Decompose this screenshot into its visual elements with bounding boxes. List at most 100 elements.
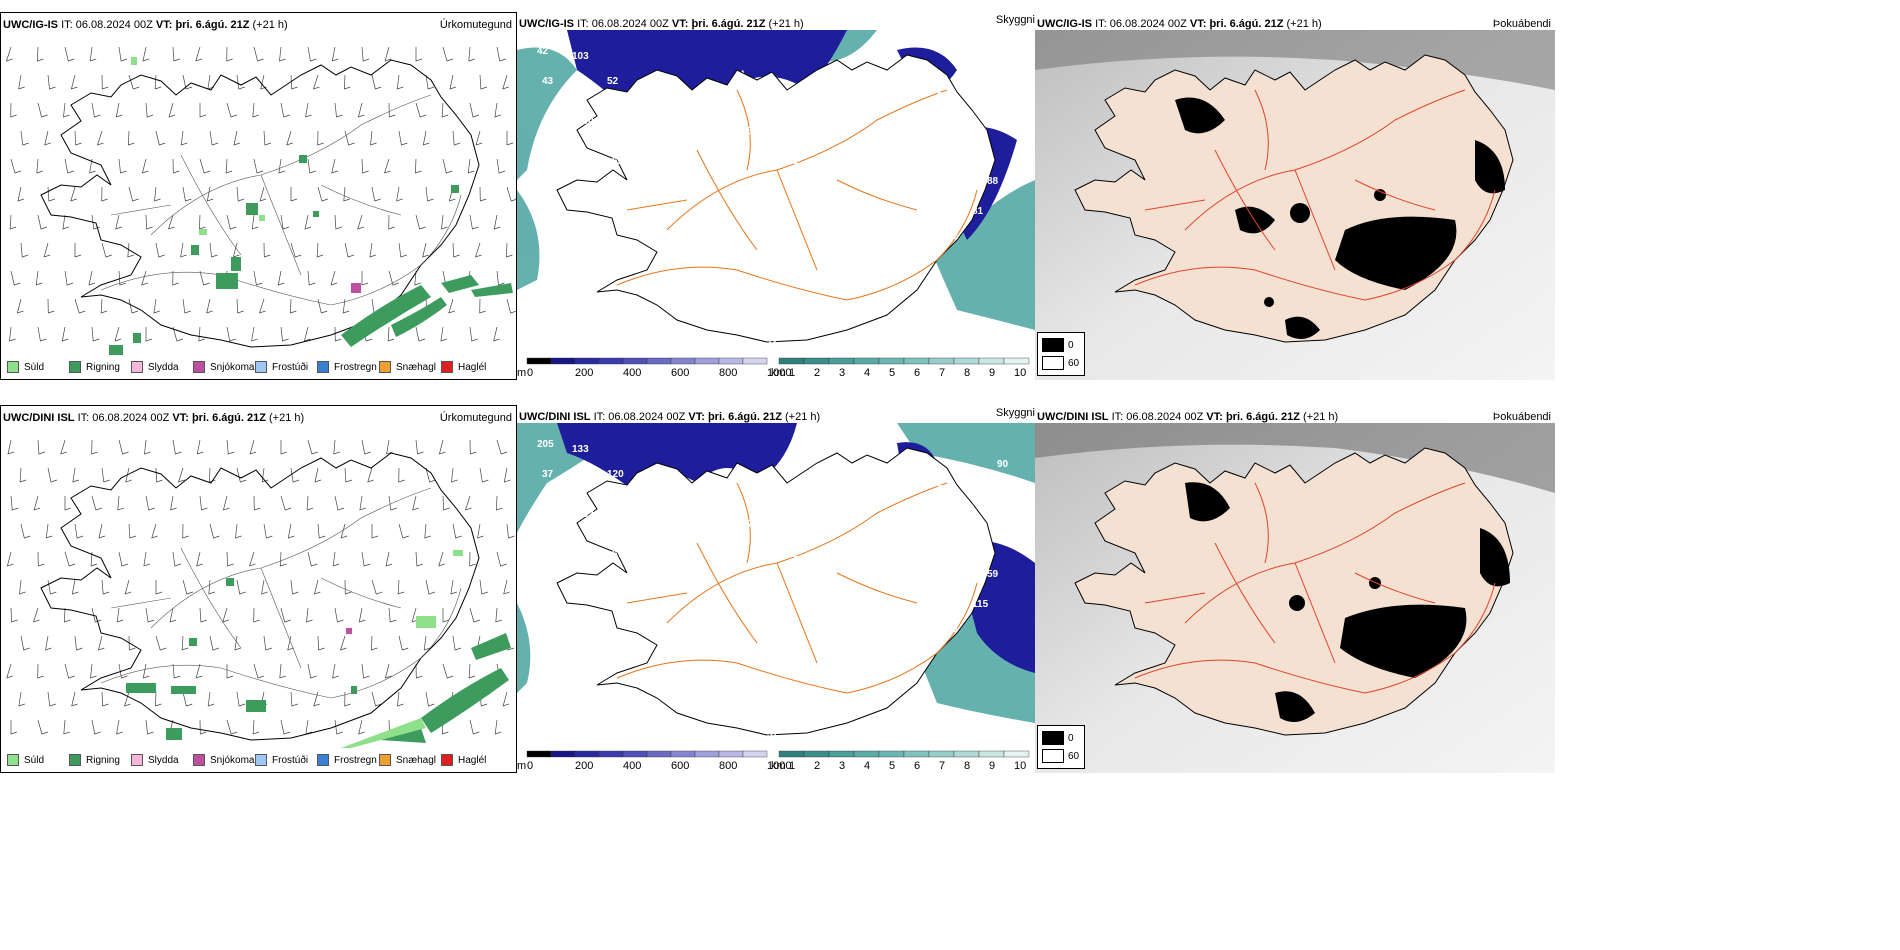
wind-barb (74, 130, 82, 146)
wind-barb (494, 102, 502, 118)
vis-colorbar-tick: 3 (839, 367, 845, 379)
colorbar-cell (778, 357, 805, 365)
wind-barb (313, 579, 321, 595)
panel-title: Þokuábendi (1492, 411, 1551, 423)
fog-legend-label: 0 (1068, 732, 1074, 744)
wind-barb (248, 551, 256, 567)
wind-barb (290, 579, 299, 595)
legend-swatch (441, 754, 453, 766)
wind-barb (18, 691, 26, 707)
fog-legend-item: 0 (1042, 731, 1074, 745)
wind-barb (226, 664, 234, 679)
wind-barb (182, 186, 192, 202)
wind-barb (182, 298, 191, 314)
wind-barb (249, 439, 257, 455)
wind-barb (442, 608, 450, 623)
wind-barb (312, 74, 320, 90)
wind-barb (261, 579, 268, 595)
panel-header: UWC/DINI ISL IT: 06.08.2024 00Z VT: þri.… (1035, 405, 1555, 427)
wind-barb (261, 467, 269, 483)
fog-panel-top: UWC/IG-IS IT: 06.08.2024 00Z VT: þri. 6.… (1035, 12, 1555, 380)
fog-legend-swatch (1042, 356, 1064, 370)
wind-barb (128, 523, 137, 539)
legend-swatch (255, 361, 267, 373)
legend-item: Snjókoma (193, 361, 254, 373)
cloud-colorbar-tick: 600 (671, 760, 689, 772)
wind-barb (305, 719, 313, 735)
wind-barb (398, 467, 405, 483)
wind-barb (118, 663, 128, 679)
colorbar-cell (550, 750, 576, 758)
vis-colorbar-unit: km (771, 367, 786, 379)
wind-barb (91, 495, 103, 511)
wind-barb (10, 102, 17, 118)
wind-barb (45, 523, 53, 539)
colorbar-cell (928, 750, 955, 758)
wind-barb (64, 496, 72, 511)
wind-barb (154, 74, 162, 90)
wind-barb (448, 298, 455, 314)
wind-barb (449, 74, 457, 90)
cloud-base-value: 56 (887, 261, 899, 272)
wind-barb (464, 495, 472, 511)
wind-barb (252, 102, 259, 118)
colorbar-cell (550, 357, 576, 365)
legend-item: Rigning (69, 361, 120, 373)
wind-barb (74, 298, 86, 314)
vis-colorbar-tick: 1 (789, 760, 795, 772)
wind-barb (317, 523, 326, 539)
wind-barb (196, 551, 203, 567)
panel-header: UWC/DINI ISL IT: 06.08.2024 00Z VT: þri.… (1, 406, 516, 428)
wind-barb (493, 326, 500, 342)
cloud-base-value: 57 (632, 176, 644, 187)
wind-barb (263, 242, 271, 258)
cloud-base-value: 92 (957, 509, 969, 520)
wind-barb (469, 326, 478, 342)
colorbar-cell (742, 750, 768, 758)
wind-barb (172, 46, 181, 62)
wind-barb (334, 719, 343, 735)
wind-barb (397, 579, 405, 595)
wind-barb (469, 719, 480, 735)
wind-barb (496, 270, 505, 286)
wind-barb (128, 74, 140, 90)
wind-barb (371, 74, 382, 90)
wind-barb (172, 326, 184, 342)
fog-legend-item: 0 (1042, 338, 1074, 352)
wind-barb (388, 102, 396, 118)
cloud-colorbar-tick: 600 (671, 367, 689, 379)
wind-barb (172, 439, 182, 455)
wind-barb (144, 439, 151, 455)
wind-barb (226, 46, 233, 62)
wind-barb (479, 579, 488, 595)
wind-barb (97, 635, 105, 651)
wind-barb (290, 298, 297, 314)
cloud-base-value: 52 (612, 156, 624, 167)
wind-barb (118, 270, 127, 286)
wind-barb (36, 158, 43, 174)
rain-areas (109, 155, 513, 355)
legend-item: Haglél (441, 361, 486, 373)
wind-barb (425, 74, 435, 90)
wind-barb (7, 439, 15, 455)
wind-barb (371, 635, 378, 651)
cloud-panel-top: UWC/IG-IS IT: 06.08.2024 00Z VT: þri. 6.… (517, 12, 1035, 380)
fog-legend-item: 60 (1042, 356, 1079, 370)
panel-title: Skyggni (995, 14, 1035, 26)
panel-title: Þokuábendi (1492, 18, 1551, 30)
wind-barb (287, 523, 295, 539)
wind-barb (182, 523, 189, 539)
rain-areas (126, 578, 511, 743)
cloud-base-value: 88 (987, 176, 999, 187)
wind-barb (209, 242, 218, 258)
cloud-base-value: 44 (742, 709, 754, 720)
wind-barb (441, 214, 448, 230)
legend-swatch (7, 361, 19, 373)
wind-barb (398, 242, 407, 258)
wind-barb (64, 158, 74, 174)
vis-colorbar-tick: 10 (1014, 760, 1026, 772)
wind-barb (172, 158, 180, 174)
wind-barb (199, 158, 211, 174)
cloud-base-value: 61 (692, 91, 704, 102)
wind-barb (72, 467, 80, 483)
